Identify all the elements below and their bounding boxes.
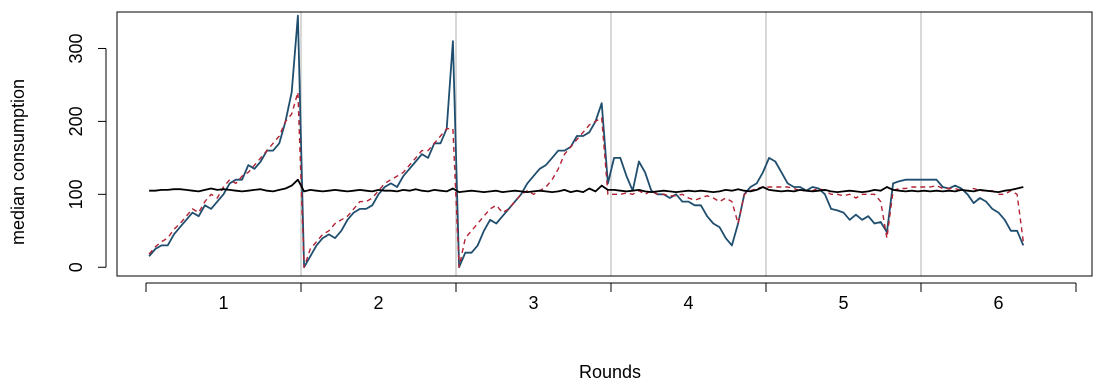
y-tick-label: 300 <box>66 33 86 63</box>
x-tick-label: 1 <box>218 293 228 313</box>
x-axis-label: Rounds <box>579 362 641 382</box>
x-axis: 1 2 3 4 5 6 <box>145 282 1077 313</box>
x-tick-label: 6 <box>993 293 1003 313</box>
x-tick-label: 5 <box>838 293 848 313</box>
x-tick-label: 4 <box>683 293 693 313</box>
y-tick-label: 200 <box>66 106 86 136</box>
y-tick-label: 100 <box>66 179 86 209</box>
y-axis-label: median consumption <box>8 79 28 245</box>
y-axis: 0 100 200 300 <box>66 33 107 272</box>
y-tick-label: 0 <box>66 262 86 272</box>
series-lines <box>148 14 1025 269</box>
x-tick-label: 2 <box>373 293 383 313</box>
series-line-3 <box>149 178 1024 194</box>
x-tick-label: 3 <box>528 293 538 313</box>
round-boundary-lines <box>300 12 922 276</box>
series-line-2 <box>148 91 1024 268</box>
series-line-1 <box>148 14 1025 269</box>
plot-area-frame <box>116 11 1093 277</box>
